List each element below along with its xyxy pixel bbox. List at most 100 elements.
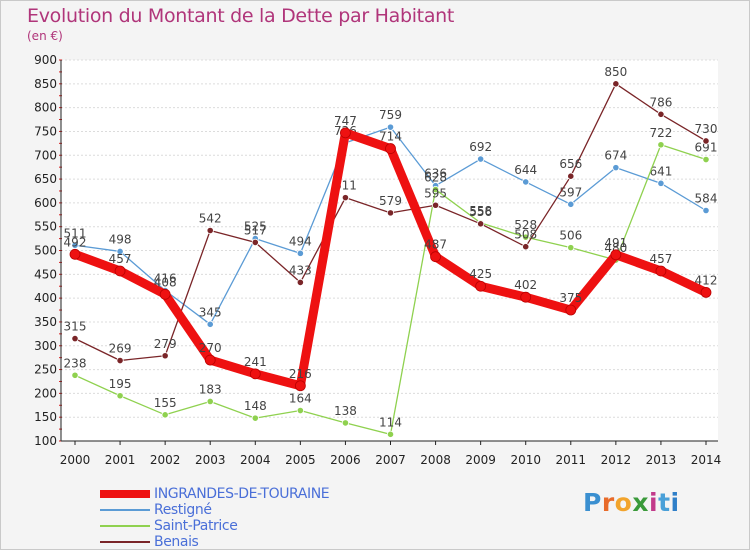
data-label-saint-patrice: 558 [469,204,492,218]
logo-letter: x [632,488,649,517]
data-label-ingrandes-de-touraine: 491 [604,236,627,250]
data-label-benais: 556 [469,205,492,219]
data-point-ingrandes-de-touraine [294,380,306,392]
data-point-restigne [116,247,124,256]
data-label-saint-patrice: 506 [559,229,582,243]
data-label-restigne: 584 [695,191,718,205]
data-label-benais: 433 [289,263,312,277]
data-label-ingrandes-de-touraine: 408 [154,275,177,289]
data-label-restigne: 636 [424,167,447,181]
data-point-benais [702,137,710,145]
data-label-saint-patrice: 722 [649,126,672,140]
data-label-restigne: 494 [289,234,312,248]
data-point-restigne [206,320,214,328]
data-point-saint-patrice [567,244,575,252]
data-point-saint-patrice [657,141,665,149]
data-point-ingrandes-de-touraine [430,251,441,263]
data-label-restigne: 416 [154,272,177,286]
x-tick-label: 2003 [195,453,226,467]
data-point-ingrandes-de-touraine [340,127,351,139]
x-tick-label: 2006 [330,453,361,467]
data-label-saint-patrice: 528 [514,218,537,232]
data-label-benais: 279 [154,337,177,351]
data-label-ingrandes-de-touraine: 402 [514,278,537,292]
data-point-benais [296,278,304,287]
x-tick-label: 2008 [420,453,451,467]
data-label-saint-patrice: 148 [244,399,267,413]
data-label-ingrandes-de-touraine: 412 [695,273,718,287]
data-point-benais [386,209,395,217]
legend-swatch [100,509,150,511]
y-tick-label: 800 [34,101,57,115]
x-tick-label: 2000 [60,453,91,467]
data-label-restigne: 597 [559,185,582,199]
legend-swatch [100,525,150,527]
data-point-saint-patrice [386,430,395,438]
data-point-ingrandes-de-touraine [249,368,261,380]
legend-swatch [100,541,150,543]
data-label-benais: 517 [244,223,267,237]
data-label-ingrandes-de-touraine: 270 [199,341,222,355]
data-point-ingrandes-de-touraine [520,291,532,303]
data-point-saint-patrice [116,392,124,400]
data-label-ingrandes-de-touraine: 487 [424,238,447,252]
data-point-saint-patrice [522,233,530,241]
data-point-restigne [296,249,304,257]
chart-unit: (en €) [27,29,63,43]
data-label-restigne: 674 [604,149,627,163]
data-point-saint-patrice [431,185,440,194]
data-label-saint-patrice: 195 [109,377,132,391]
data-point-ingrandes-de-touraine [69,248,81,260]
y-tick-label: 400 [34,291,57,305]
data-point-restigne [702,206,710,215]
logo-letter: o [614,488,633,517]
data-point-restigne [612,164,620,172]
data-label-ingrandes-de-touraine: 375 [559,291,582,305]
logo-letter: P [583,488,602,517]
data-label-saint-patrice: 238 [64,356,87,370]
x-tick-label: 2004 [240,453,271,467]
legend-label: Saint-Patrice [154,518,238,534]
data-point-ingrandes-de-touraine [610,249,622,261]
data-point-benais [116,356,124,365]
legend-swatch [100,490,150,498]
data-point-saint-patrice [251,414,259,422]
data-label-benais: 508 [514,228,537,242]
data-label-ingrandes-de-touraine: 216 [289,367,312,381]
data-label-restigne: 345 [199,305,222,319]
y-tick-label: 900 [34,53,57,67]
data-label-restigne: 644 [514,163,537,177]
data-point-restigne [522,178,530,186]
x-tick-label: 2002 [150,453,181,467]
data-label-saint-patrice: 183 [199,382,222,396]
data-label-restigne: 641 [649,164,672,178]
y-tick-label: 650 [34,172,57,186]
data-point-restigne [71,241,79,249]
x-tick-label: 2001 [105,453,136,467]
data-point-saint-patrice [296,406,304,415]
proxiti-logo: Proxiti [583,488,680,517]
data-label-benais: 656 [559,157,582,171]
data-label-benais: 850 [604,65,627,79]
x-tick-label: 2007 [375,453,406,467]
data-point-benais [71,335,79,343]
data-label-benais: 269 [109,342,132,356]
y-tick-label: 750 [34,124,57,138]
data-label-saint-patrice: 114 [379,415,402,429]
data-label-saint-patrice: 164 [289,392,312,406]
data-label-ingrandes-de-touraine: 241 [244,355,267,369]
data-point-benais [612,80,620,88]
logo-letter: t [658,488,671,517]
data-point-ingrandes-de-touraine [655,265,667,277]
data-label-ingrandes-de-touraine: 457 [109,252,132,266]
data-label-ingrandes-de-touraine: 457 [649,252,672,266]
y-tick-label: 850 [34,77,57,91]
data-label-ingrandes-de-touraine: 425 [469,267,492,281]
y-tick-label: 300 [34,339,57,353]
data-point-saint-patrice [341,419,350,427]
data-label-restigne: 692 [469,140,492,154]
data-label-saint-patrice: 628 [424,171,447,185]
x-tick-label: 2010 [510,453,541,467]
x-tick-label: 2011 [556,453,587,467]
